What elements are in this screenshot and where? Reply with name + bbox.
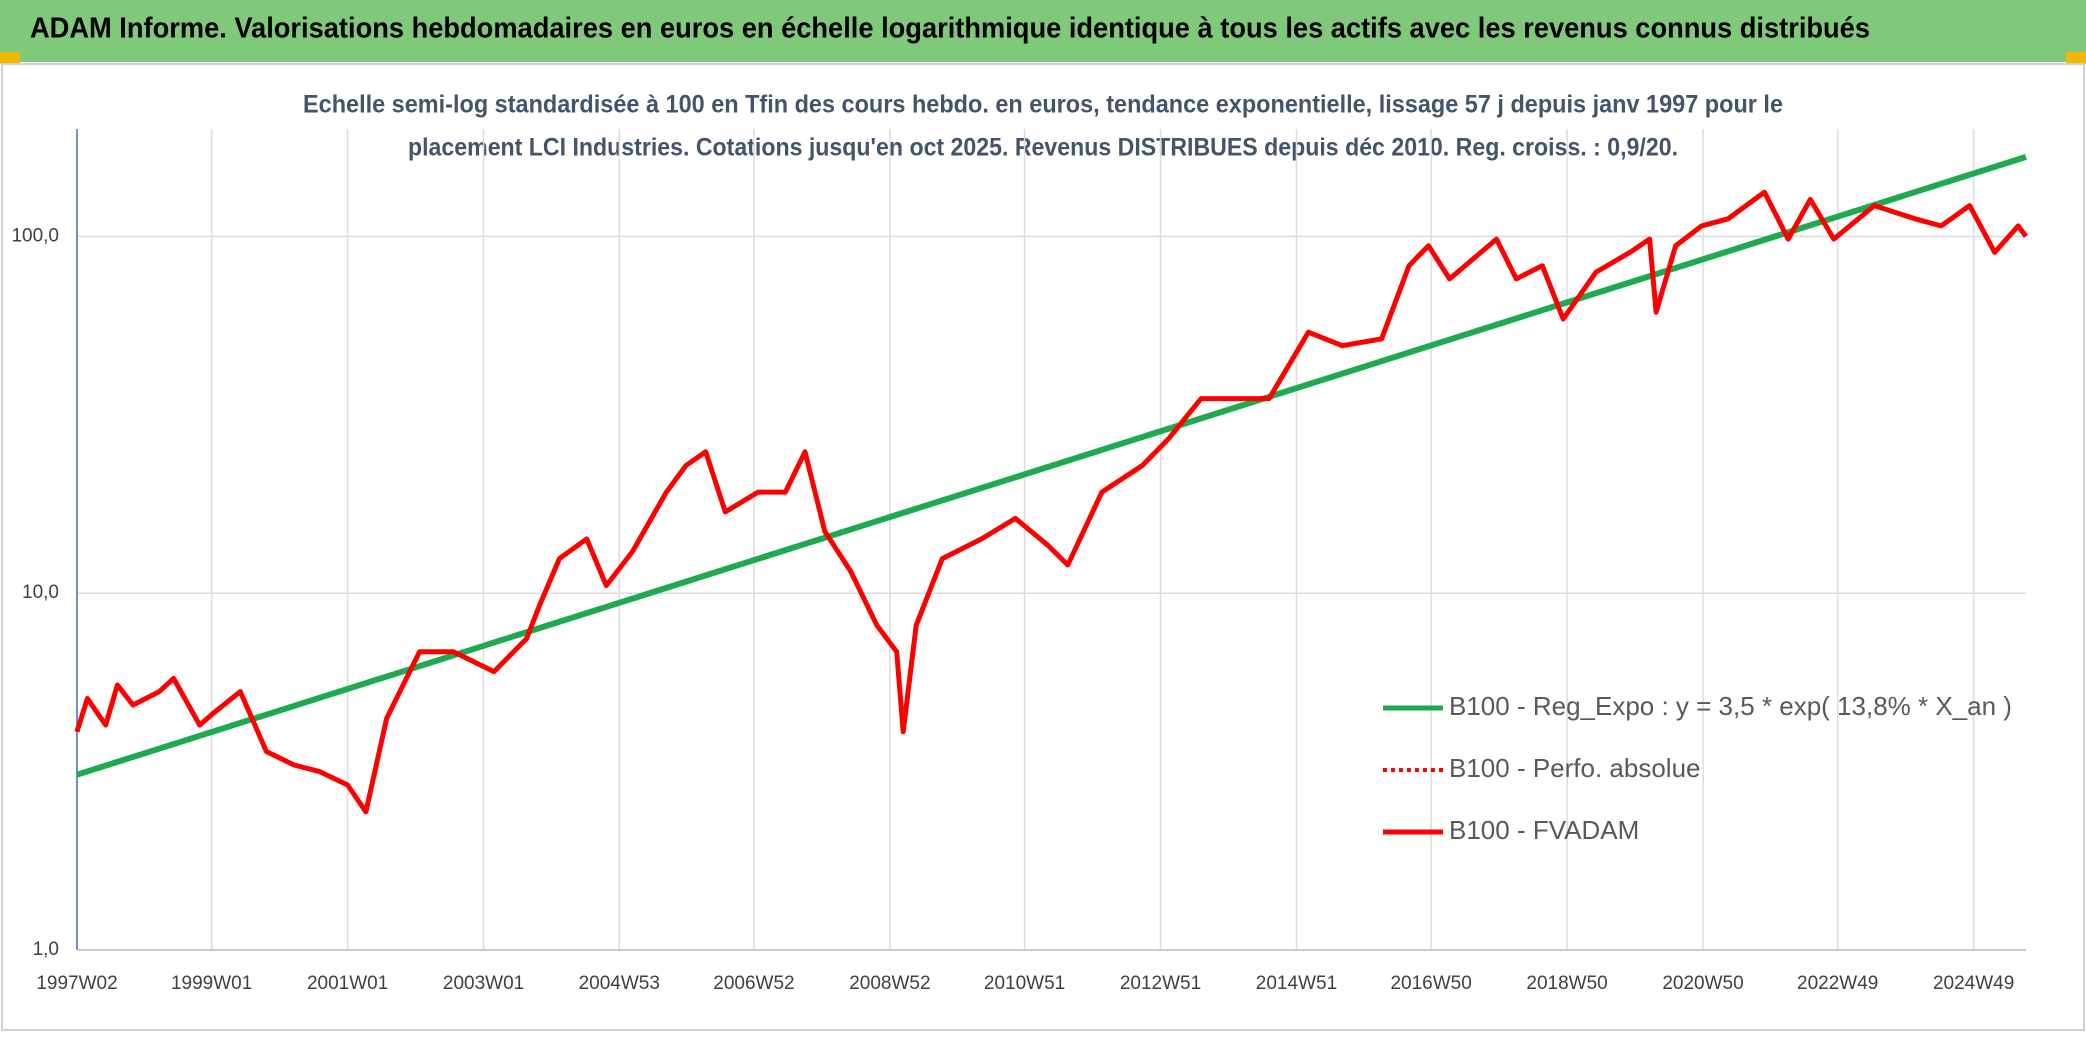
x-tick-label: 2024W49 [1933,973,2014,994]
x-tick-label: 2022W49 [1797,973,1878,994]
x-tick-label: 2018W50 [1526,973,1607,994]
legend-label: B100 - Perfo. absolue [1449,753,1701,783]
x-tick-label: 2001W01 [307,973,388,994]
header-title: ADAM Informe. Valorisations hebdomadaire… [30,13,1870,45]
x-tick-label: 1997W02 [36,973,117,994]
header-bar [0,0,2086,62]
chart-title: Echelle semi-log standardisée à 100 en T… [303,91,1783,119]
chart-title: placement LCI Industries. Cotations jusq… [408,134,1678,162]
x-tick-label: 1999W01 [171,973,252,994]
x-tick-label: 2004W53 [579,973,660,994]
x-tick-label: 2012W51 [1120,973,1201,994]
series-line [76,154,2027,778]
x-tick-label: 2016W50 [1390,973,1471,994]
series-line [74,189,2029,815]
x-tick-label: 2010W51 [984,973,1065,994]
x-tick-label: 2014W51 [1256,973,1337,994]
y-tick-label: 10,0 [22,582,59,603]
corner [0,52,20,64]
legend-label: B100 - Reg_Expo : y = 3,5 * exp( 13,8% *… [1449,691,2012,721]
chart-border [1,63,2085,1031]
y-tick-label: 100,0 [11,225,59,246]
corner [2066,52,2086,64]
legend-label: B100 - FVADAM [1449,815,1639,845]
x-tick-label: 2003W01 [443,973,524,994]
y-tick-label: 1,0 [33,939,59,960]
x-tick-label: 2008W52 [849,973,930,994]
x-tick-label: 2006W52 [713,973,794,994]
x-tick-label: 2020W50 [1662,973,1743,994]
